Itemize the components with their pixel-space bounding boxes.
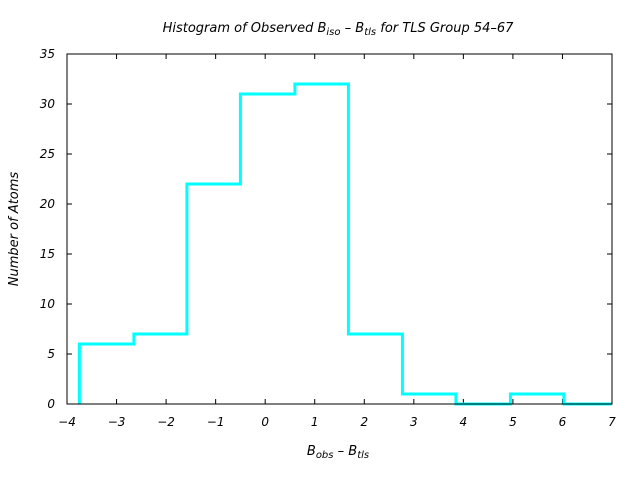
histogram-bin [510, 394, 564, 404]
x-tick-label: −4 [58, 415, 76, 429]
y-tick-label: 25 [40, 147, 55, 161]
x-tick-label: 0 [261, 415, 269, 429]
histogram-bin [79, 344, 133, 404]
x-tick-label: 1 [311, 415, 319, 429]
x-tick-label: 5 [509, 415, 517, 429]
title-subscript: iso [326, 27, 340, 38]
chart-title: Histogram of Observed Biso – Btls for TL… [163, 21, 515, 38]
histogram-bin [134, 334, 187, 404]
title-part: – B [341, 21, 365, 36]
xlabel-part: – B [334, 444, 358, 459]
plot-frame [66, 53, 613, 405]
x-tick-label: 2 [360, 415, 368, 429]
title-subscript: tls [364, 27, 376, 38]
y-tick-label: 10 [40, 297, 56, 311]
y-tick-label: 0 [47, 397, 55, 411]
x-tick-label: −2 [157, 415, 175, 429]
histogram-bin [348, 334, 402, 404]
title-part: Histogram of Observed B [163, 21, 327, 36]
x-tick-label: 4 [460, 415, 468, 429]
xlabel-part: B [307, 444, 316, 459]
y-tick-label: 15 [40, 247, 55, 261]
histogram-bin [295, 84, 349, 404]
y-axis-label: Number of Atoms [7, 172, 22, 287]
y-tick-label: 30 [40, 97, 56, 111]
x-tick-label: −1 [207, 415, 225, 429]
y-tick-label: 20 [40, 197, 56, 211]
xlabel-subscript: tls [357, 450, 369, 461]
x-tick-label: 7 [608, 415, 616, 429]
histogram-step-line [77, 82, 612, 406]
y-tick-label: 35 [40, 47, 55, 61]
axis-ticks: −4 −3 −2 −1 0 1 2 3 4 5 6 7 0 5 10 15 20 25 30 35 [40, 47, 616, 429]
histogram-bin [187, 184, 241, 404]
title-part: for TLS Group 54–67 [376, 21, 514, 36]
xlabel-subscript: obs [316, 450, 334, 461]
x-tick-label: 6 [559, 415, 567, 429]
x-axis-label: Bobs – Btls [307, 444, 369, 461]
x-tick-label: −3 [108, 415, 126, 429]
histogram-series [77, 82, 612, 406]
y-tick-label: 5 [47, 347, 55, 361]
histogram-bin [402, 394, 456, 404]
histogram-bin [240, 94, 295, 404]
x-tick-label: 3 [410, 415, 418, 429]
